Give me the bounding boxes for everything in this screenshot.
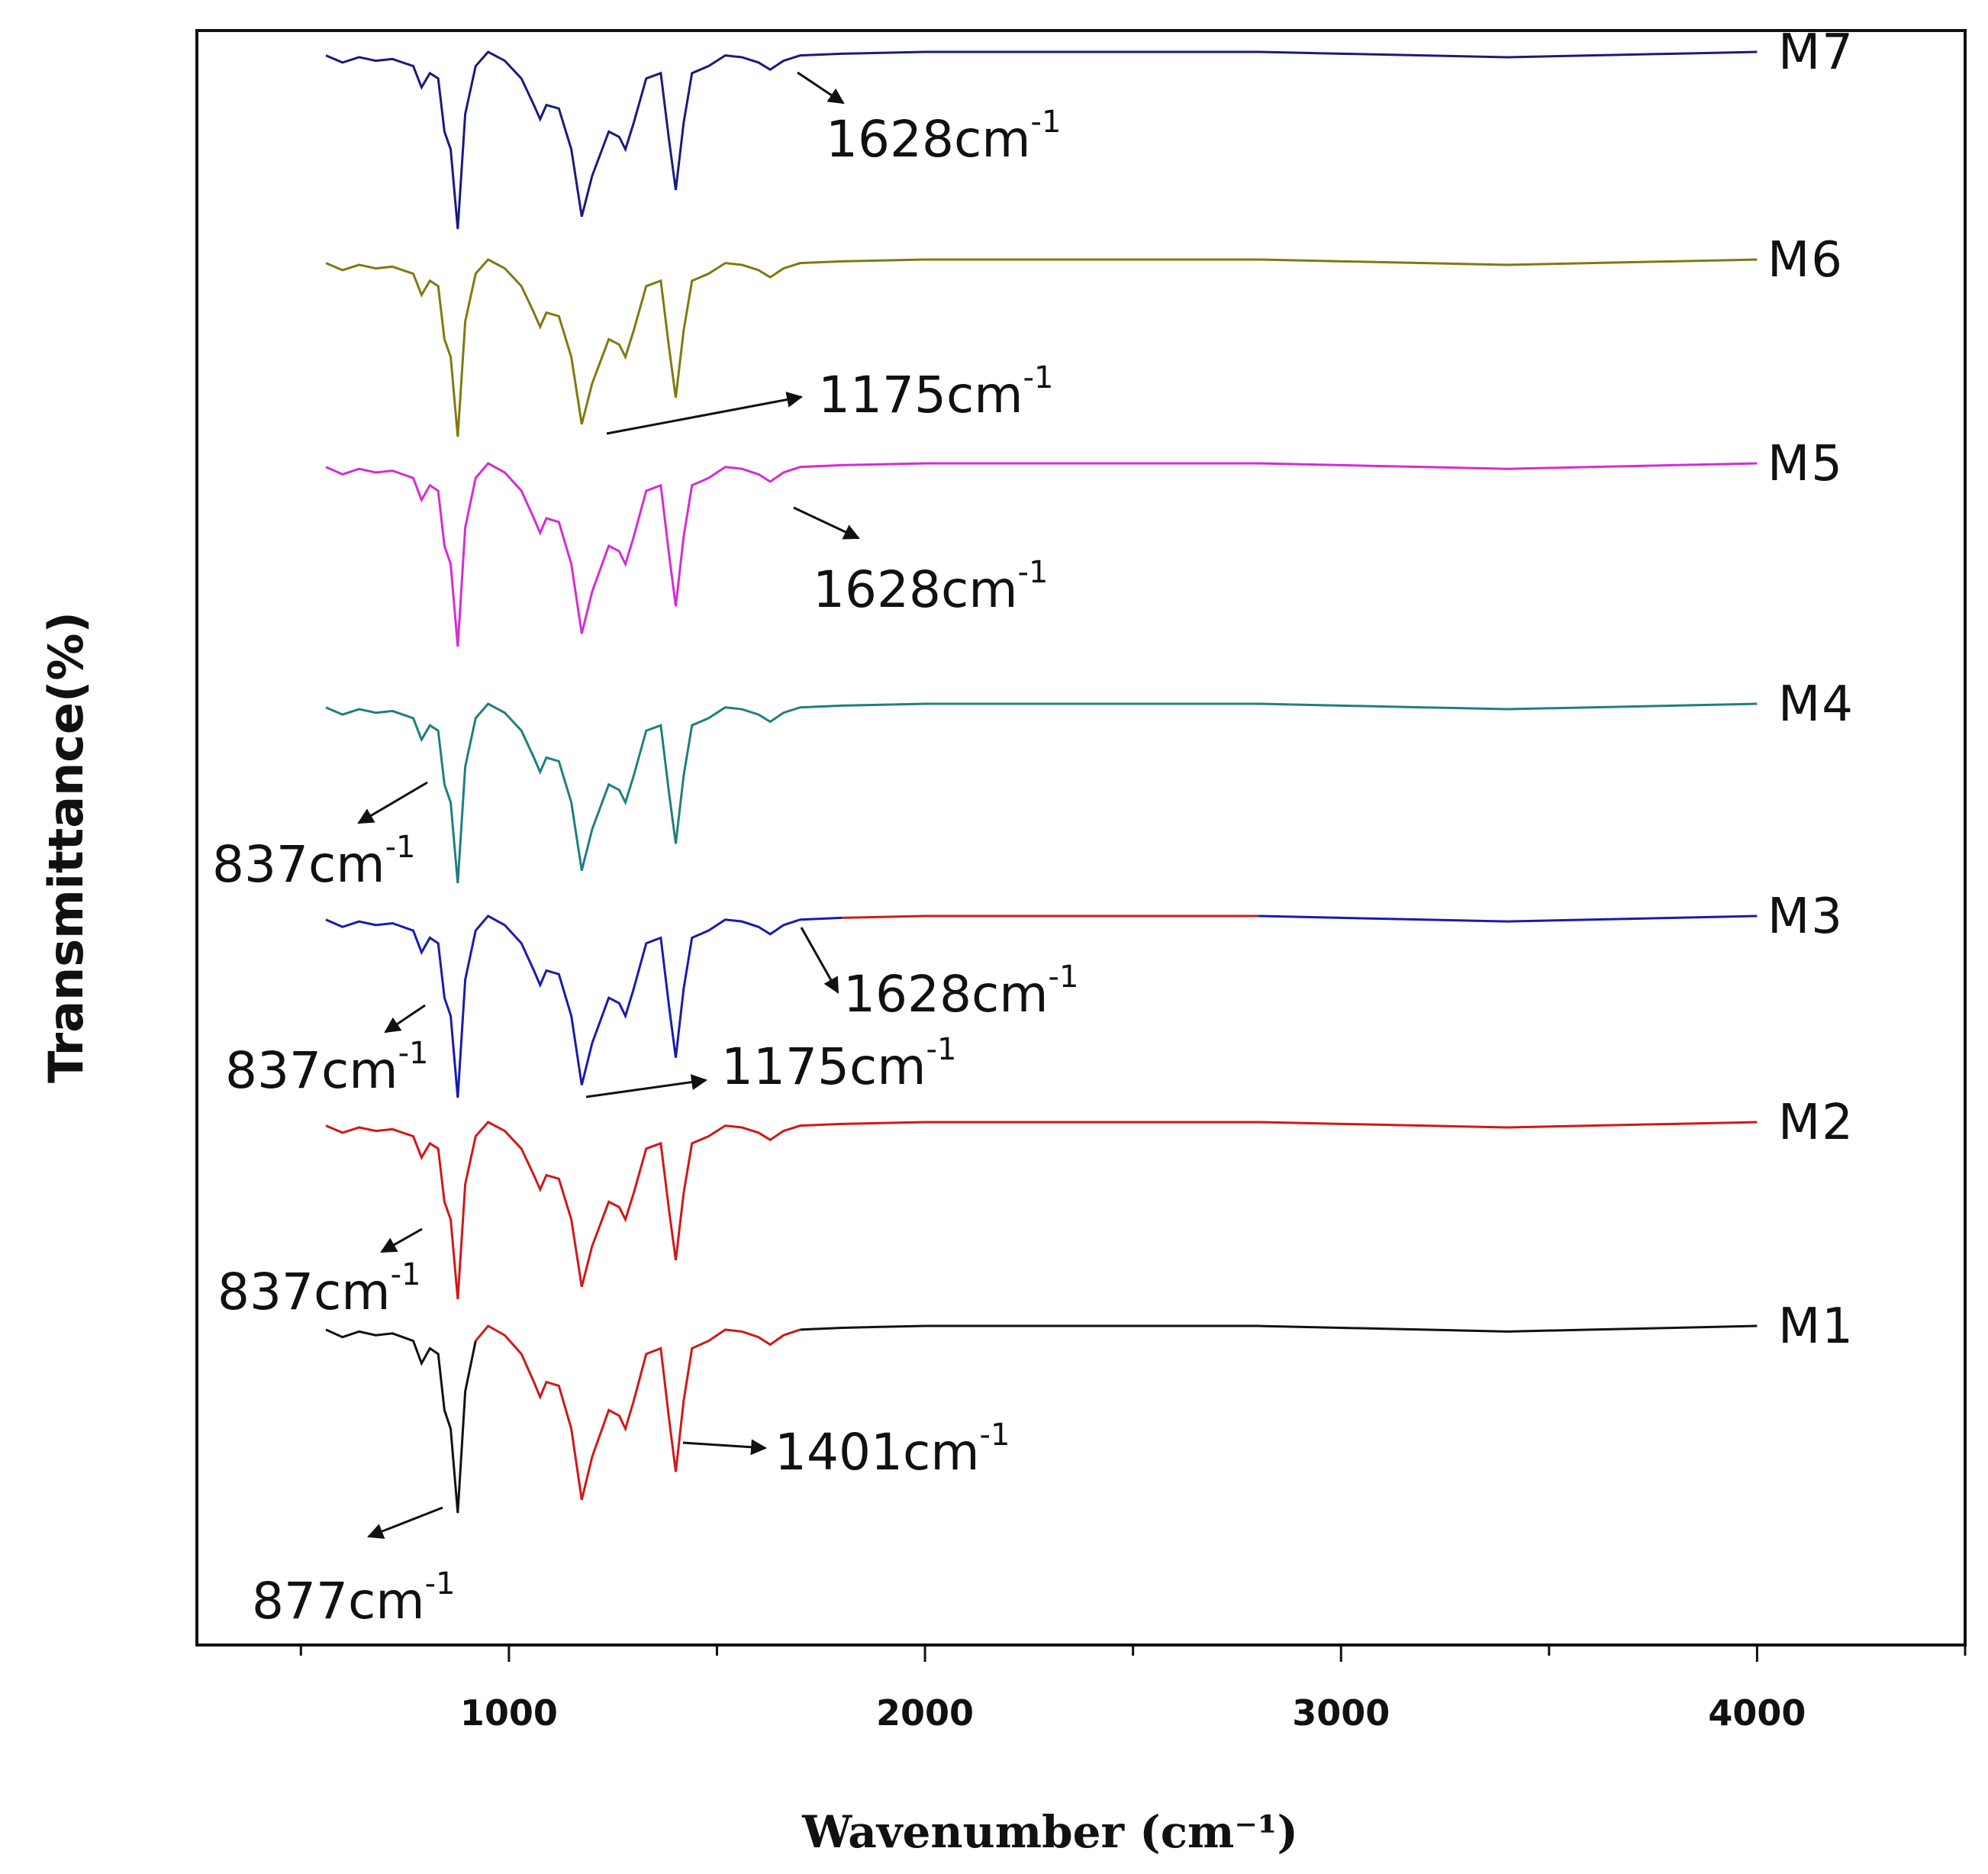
series-label: M6 — [1767, 232, 1844, 289]
annotation-text: 837cm-1 — [225, 1036, 428, 1100]
peak-annotation: 1628cm-1 — [800, 927, 1078, 1024]
series-m2: M2 — [325, 1095, 1854, 1300]
peak-annotation: 1175cm-1 — [606, 360, 1053, 435]
peak-annotation: 877cm-1 — [252, 1506, 455, 1630]
peak-annotation: 1175cm-1 — [585, 1032, 956, 1098]
peak-annotation: 1628cm-1 — [797, 71, 1061, 169]
annotation-arrow — [380, 1227, 423, 1253]
series-line-segment — [841, 914, 1258, 919]
x-tick-label: 2000 — [876, 1692, 974, 1734]
series-line — [325, 1121, 1758, 1300]
series-group: M7 M6 M5 M4 M3 M2 M1 — [325, 24, 1854, 1514]
series-label: M5 — [1767, 436, 1844, 492]
series-line — [325, 462, 1758, 647]
series-line — [325, 50, 1758, 230]
series-line-segment — [800, 1324, 1758, 1333]
annotation-text: 1401cm-1 — [775, 1418, 1010, 1482]
series-m1: M1 — [325, 1298, 1854, 1514]
annotation-superscript: -1 — [1023, 360, 1054, 395]
series-label: M7 — [1778, 24, 1854, 81]
series-m5: M5 — [325, 436, 1844, 647]
series-m7: M7 — [325, 24, 1854, 230]
annotation-superscript: -1 — [926, 1032, 957, 1067]
annotation-text: 1628cm-1 — [826, 105, 1061, 169]
annotation-superscript: -1 — [1031, 105, 1062, 140]
peak-annotation: 837cm-1 — [225, 1004, 428, 1100]
x-axis-ticks: 1000 2000 3000 4000 — [299, 1645, 1967, 1734]
annotation-text: 1628cm-1 — [813, 555, 1048, 619]
series-line-segment — [1258, 914, 1758, 923]
annotation-arrow — [606, 392, 804, 435]
annotation-arrow — [384, 1004, 426, 1034]
annotation-text: 877cm-1 — [252, 1566, 455, 1630]
peak-annotation: 837cm-1 — [212, 781, 428, 894]
series-m4: M4 — [325, 676, 1854, 884]
annotation-superscript: -1 — [385, 830, 416, 865]
annotation-group: 1628cm-1 1175cm-1 1628cm-1 837cm-1 1628cm-1 8… — [212, 71, 1078, 1630]
annotation-arrow — [357, 781, 428, 824]
annotation-arrow — [800, 927, 839, 994]
annotation-arrow — [367, 1506, 443, 1539]
x-tick-label: 3000 — [1292, 1692, 1390, 1734]
series-m6: M6 — [325, 232, 1844, 437]
annotation-text: 1628cm-1 — [843, 960, 1078, 1024]
peak-annotation: 1628cm-1 — [793, 506, 1048, 619]
series-label: M1 — [1778, 1298, 1854, 1355]
x-tick-label: 4000 — [1708, 1692, 1806, 1734]
annotation-arrow — [793, 506, 860, 540]
annotation-text: 1175cm-1 — [721, 1032, 956, 1096]
series-label: M4 — [1778, 676, 1854, 733]
series-line-segment — [475, 1324, 801, 1501]
annotation-superscript: -1 — [398, 1036, 429, 1071]
annotation-superscript: -1 — [425, 1566, 456, 1601]
annotation-text: 837cm-1 — [217, 1257, 420, 1321]
y-axis-label: Transmittance(%) — [38, 611, 94, 1083]
x-axis-label: Wavenumber (cm⁻¹) — [801, 1806, 1298, 1858]
series-line-segment — [325, 914, 843, 1098]
annotation-text: 1175cm-1 — [818, 360, 1053, 424]
annotation-superscript: -1 — [980, 1418, 1010, 1453]
peak-annotation: 1401cm-1 — [682, 1418, 1010, 1482]
annotation-text: 837cm-1 — [212, 830, 415, 894]
peak-annotation: 837cm-1 — [217, 1227, 423, 1321]
plot-frame — [195, 29, 1967, 1647]
series-label: M3 — [1767, 889, 1844, 945]
series-line — [325, 258, 1758, 437]
series-line-segment — [325, 1328, 477, 1514]
series-label: M2 — [1778, 1095, 1854, 1151]
annotation-superscript: -1 — [1018, 555, 1049, 590]
annotation-arrow — [682, 1439, 768, 1456]
annotation-arrow — [797, 71, 845, 105]
series-line — [325, 702, 1758, 884]
annotation-arrow — [585, 1074, 708, 1098]
annotation-superscript: -1 — [391, 1257, 421, 1292]
x-tick-label: 1000 — [460, 1692, 558, 1734]
annotation-superscript: -1 — [1049, 960, 1079, 995]
series-m3: M3 — [325, 889, 1844, 1098]
